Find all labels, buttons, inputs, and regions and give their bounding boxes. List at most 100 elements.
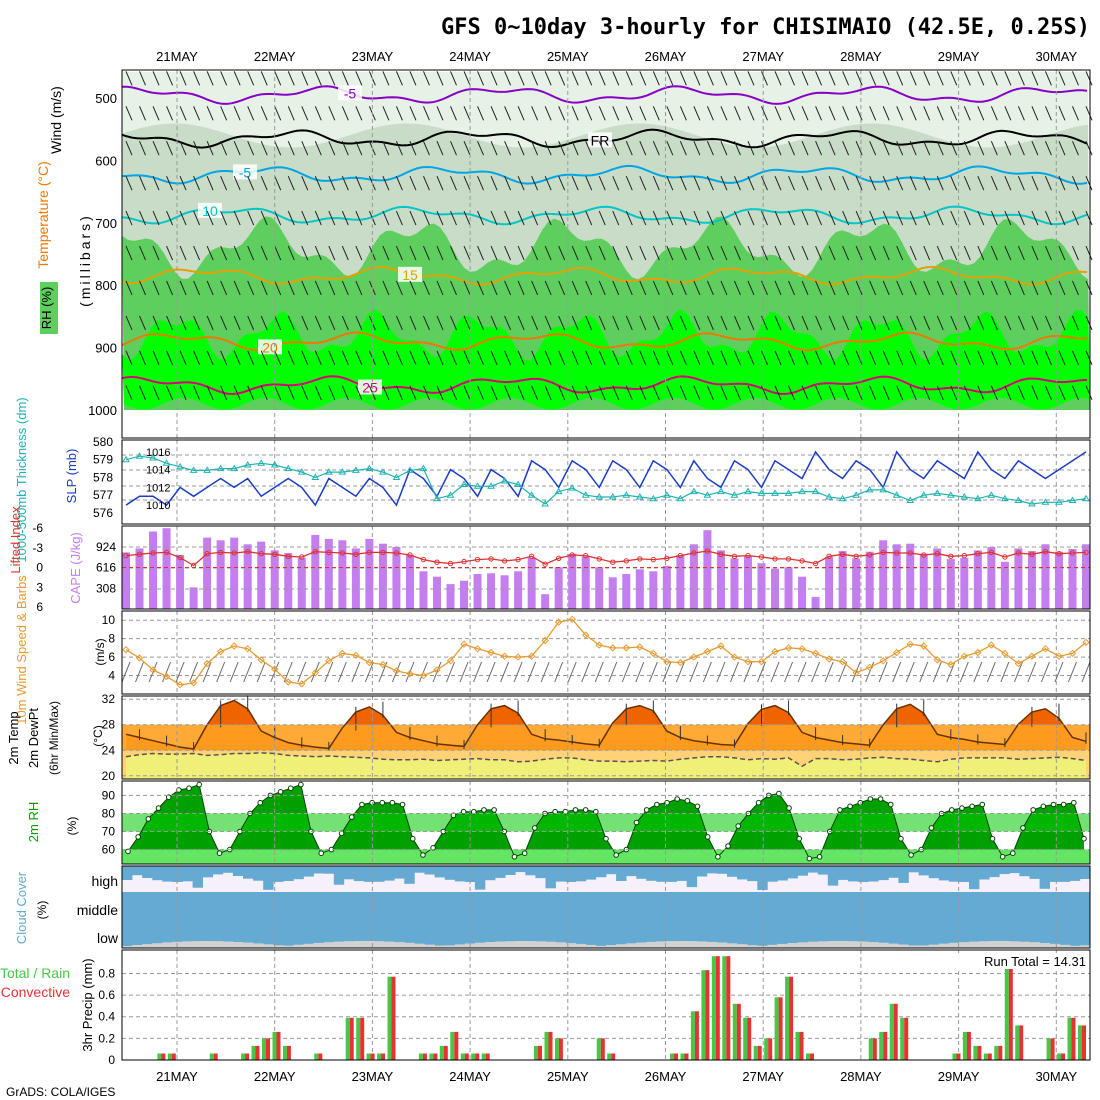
wind-barb [733, 175, 741, 191]
li-marker [1042, 549, 1049, 555]
thickness-marker [811, 487, 820, 495]
wind-marker [933, 656, 941, 664]
cloud-high-bar [686, 866, 698, 888]
y-tick-thickness-578: 578 [93, 470, 113, 484]
wind-barb [1085, 106, 1093, 121]
li-marker [758, 554, 765, 560]
cloud-high-bar [606, 866, 617, 875]
cloud-high-bar [837, 866, 849, 880]
y-tick-slp-1010: 1010 [146, 500, 170, 512]
wind-barb [612, 210, 620, 226]
precip-bar-total [607, 1053, 612, 1060]
isotherm-label-bg-3 [198, 202, 222, 218]
cloud-high-bar [787, 866, 798, 879]
precip-bar-total [282, 1045, 287, 1060]
wind-marker [352, 651, 360, 660]
y-tick-cape-924: 924 [96, 540, 116, 554]
wind-barb [558, 71, 566, 86]
cape-bar [1027, 551, 1036, 609]
cape-bar [203, 537, 212, 609]
wind-marker [446, 657, 455, 665]
wind-barb [693, 385, 701, 400]
rh2m-marker [1060, 801, 1067, 808]
rh2m-marker [348, 814, 355, 820]
wind-barb [166, 106, 174, 121]
thickness-marker [162, 459, 171, 466]
surface-wind-barb [675, 661, 685, 683]
wind-marker [284, 678, 292, 686]
wind-barb [720, 315, 728, 331]
label-convective: Convective [1, 984, 70, 1000]
precip-bar-convective [433, 1053, 438, 1060]
rh2m-marker [735, 823, 742, 829]
cloud-low-bar [132, 945, 143, 948]
surface-wind-barb [919, 661, 929, 683]
y-tick-temp-24: 24 [102, 743, 116, 757]
thickness-marker [149, 454, 157, 461]
wind-barb [909, 350, 917, 366]
cape-bar [419, 571, 428, 609]
wind-barb [882, 350, 890, 366]
li-marker [474, 556, 481, 563]
precip-bar-convective [726, 956, 731, 1060]
series-lifted-index [125, 550, 1087, 567]
wind-barb [1017, 210, 1025, 226]
wind-barb [152, 245, 160, 261]
rh2m-marker [674, 796, 680, 802]
cloud-low-bar [747, 945, 758, 948]
wind-barb [409, 175, 417, 191]
wind-barb [395, 245, 403, 261]
cloud-high-bar [868, 866, 879, 882]
wind-barb [247, 106, 255, 121]
wind-barb [733, 210, 741, 226]
cloud-low-bar [333, 941, 345, 948]
rh2m-band-60 [122, 849, 1090, 864]
cape-bar [595, 567, 604, 609]
wind-frame [121, 610, 1091, 695]
li-marker [528, 553, 535, 559]
wind-barb [233, 315, 241, 331]
cloud-low-bar [273, 945, 284, 948]
series-slp [125, 450, 1087, 507]
cloud-low-bar [293, 944, 304, 948]
wind-barb [963, 175, 971, 191]
wind-barb [747, 210, 755, 226]
wind-barb [666, 210, 674, 226]
x-tick-top-21MAY: 21MAY [156, 49, 198, 64]
rh2m-marker [796, 835, 803, 842]
wind-barb [247, 210, 255, 226]
y-tick-precip-0.6: 0.6 [98, 988, 115, 1002]
wind-barb [963, 350, 971, 366]
wind-barb [855, 141, 863, 156]
wind-barb [747, 141, 755, 156]
cloud-high-bar [313, 866, 324, 874]
wind-barb [409, 350, 417, 366]
isotherm-label-bg-2 [233, 164, 257, 180]
cloud-high-bar [424, 866, 435, 875]
precip-bar-convective [872, 1038, 877, 1060]
wind-barb [395, 106, 403, 121]
cloud-high-bar [928, 866, 940, 879]
label-wind-unit: (m/s) [93, 638, 107, 665]
wind-barb [788, 350, 795, 366]
thickness-marker [676, 494, 685, 502]
y-tick-li-6: 6 [36, 600, 43, 614]
wind-barb [490, 280, 498, 296]
wind-barb [896, 141, 904, 156]
cloud-high-bar [989, 866, 1000, 878]
cloud-low-bar [1079, 945, 1091, 948]
thickness-marker [865, 485, 874, 493]
cloud-low-bar [545, 941, 556, 948]
isotherm-label-3: 10 [202, 203, 218, 219]
label-thickness: 1000-500mb Thickness (dm) [14, 397, 29, 562]
cape-bar [960, 557, 969, 609]
wind-barb [139, 175, 146, 191]
precip-bar-convective [454, 1031, 459, 1060]
wind-barb [477, 385, 485, 400]
surface-wind-barb [351, 661, 361, 683]
cape-bar [270, 550, 279, 609]
wind-barb [788, 315, 795, 331]
rh2m-marker [359, 801, 365, 808]
surface-wind-barb [337, 661, 347, 683]
